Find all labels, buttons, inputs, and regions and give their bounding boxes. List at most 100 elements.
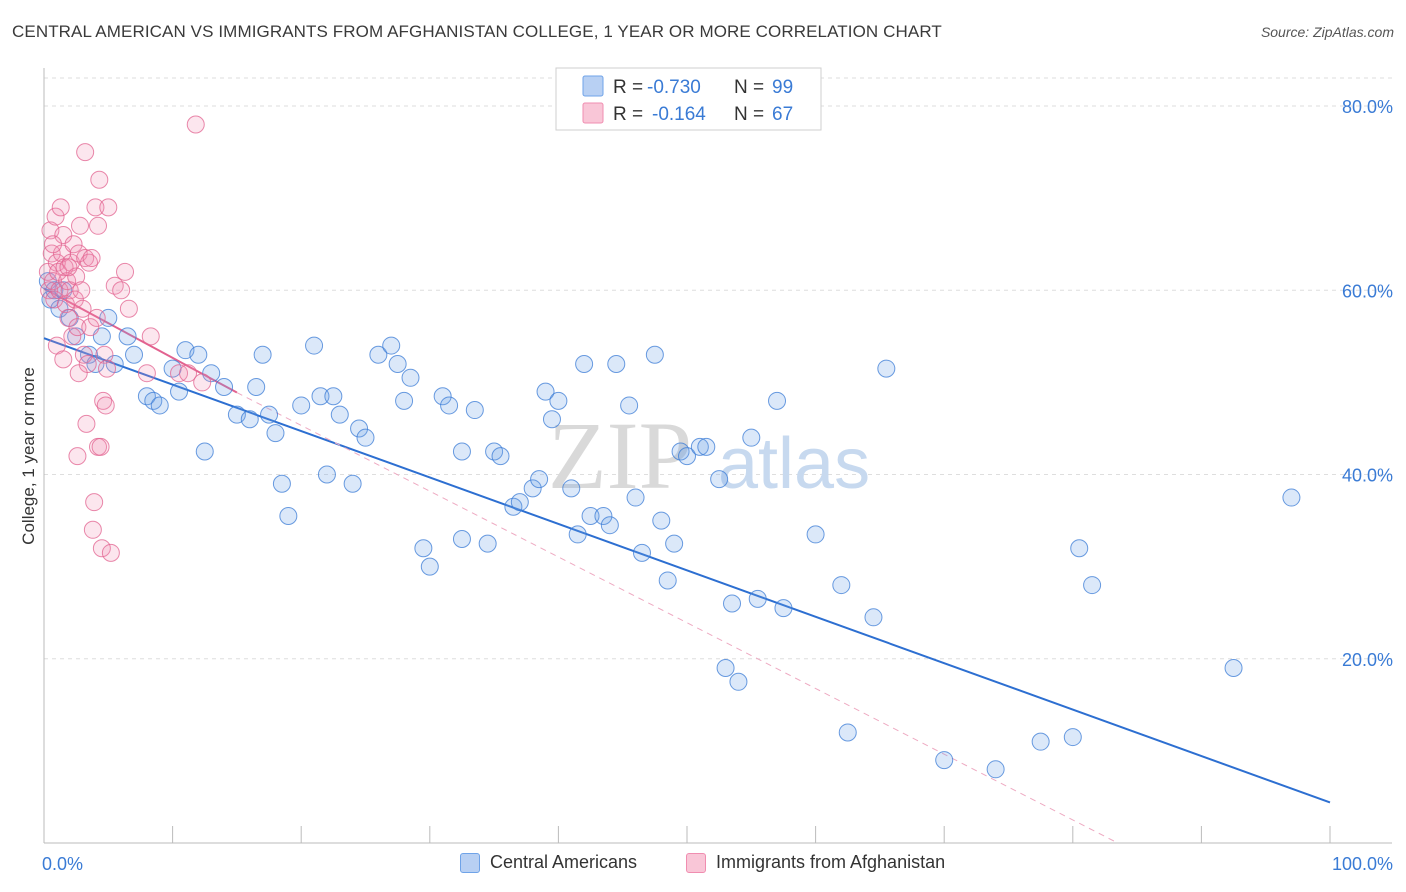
point-central-american (240, 410, 259, 429)
point-central-american (658, 571, 677, 590)
point-afghanistan (116, 262, 135, 281)
point-central-american (465, 401, 484, 420)
legend-n-label-1: N = (734, 77, 764, 98)
x-tick-label-min: 0.0% (42, 854, 83, 874)
chart-title: CENTRAL AMERICAN VS IMMIGRANTS FROM AFGH… (12, 22, 942, 41)
point-central-american (292, 396, 311, 415)
point-afghanistan (49, 262, 68, 281)
point-central-american (748, 589, 767, 608)
point-central-american (350, 419, 369, 438)
point-central-american (125, 345, 144, 364)
point-afghanistan (78, 354, 97, 373)
point-central-american (144, 391, 163, 410)
point-afghanistan (40, 281, 59, 300)
point-central-american (986, 760, 1005, 779)
point-central-american (1083, 576, 1102, 595)
point-central-american (774, 599, 793, 618)
point-central-american (575, 354, 594, 373)
legend-item-afghanistan[interactable]: Immigrants from Afghanistan (686, 852, 945, 873)
point-afghanistan (62, 253, 81, 272)
watermark-atlas: atlas (718, 424, 870, 504)
point-afghanistan (71, 216, 90, 235)
point-afghanistan (83, 520, 102, 539)
point-central-american (452, 442, 471, 461)
point-central-american (729, 672, 748, 691)
point-central-american (253, 345, 272, 364)
point-central-american (260, 405, 279, 424)
legend-swatch-blue (582, 75, 604, 97)
point-afghanistan (67, 267, 86, 286)
point-afghanistan (74, 345, 93, 364)
legend-n-value-1: 99 (772, 77, 793, 98)
y-axis-label: College, 1 year or more (19, 367, 38, 545)
point-central-american (67, 327, 86, 346)
point-afghanistan (90, 170, 109, 189)
watermark-zip: ZIP (548, 402, 692, 509)
point-afghanistan (112, 281, 131, 300)
point-central-american (1070, 539, 1089, 558)
point-central-american (356, 428, 375, 447)
point-afghanistan (95, 345, 114, 364)
point-afghanistan (82, 249, 101, 268)
point-central-american (317, 465, 336, 484)
point-central-american (768, 391, 787, 410)
point-afghanistan (86, 198, 105, 217)
point-afghanistan (51, 198, 70, 217)
point-afghanistan (91, 437, 110, 456)
point-central-american (877, 359, 896, 378)
legend-r-label-1: R = (613, 77, 643, 98)
point-afghanistan (73, 299, 92, 318)
legend-r-label-2: R = (613, 104, 643, 125)
point-central-american (452, 530, 471, 549)
point-central-american (620, 396, 639, 415)
legend-label-afghanistan: Immigrants from Afghanistan (716, 852, 946, 872)
point-afghanistan (80, 253, 99, 272)
point-central-american (491, 447, 510, 466)
point-central-american (118, 327, 137, 346)
point-central-american (324, 387, 343, 406)
point-central-american (414, 539, 433, 558)
point-afghanistan (46, 207, 65, 226)
point-central-american (215, 378, 234, 397)
point-afghanistan (119, 299, 138, 318)
point-central-american (305, 336, 324, 355)
point-central-american (388, 354, 407, 373)
point-central-american (420, 557, 439, 576)
point-central-american (607, 354, 626, 373)
point-afghanistan (64, 235, 83, 254)
point-afghanistan (89, 216, 108, 235)
point-afghanistan (92, 539, 111, 558)
point-afghanistan (56, 295, 75, 314)
point-afghanistan (63, 327, 82, 346)
point-central-american (530, 470, 549, 489)
watermark: ZIP atlas (548, 402, 870, 509)
point-afghanistan (76, 143, 95, 162)
point-afghanistan (77, 414, 96, 433)
legend-n-value-2: 67 (772, 104, 793, 125)
point-central-american (433, 387, 452, 406)
point-afghanistan (38, 262, 57, 281)
point-central-american (485, 442, 504, 461)
point-afghanistan (170, 364, 189, 383)
point-afghanistan (87, 308, 106, 327)
legend-item-central-americans[interactable]: Central Americans (460, 852, 637, 873)
gridlines (44, 77, 1392, 660)
point-central-american (716, 658, 735, 677)
point-central-american (832, 576, 851, 595)
point-central-american (562, 479, 581, 498)
y-tick-label: 40.0% (1342, 466, 1393, 486)
point-afghanistan (137, 364, 156, 383)
legend-n-label-2: N = (734, 104, 764, 125)
point-central-american (723, 594, 742, 613)
point-central-american (80, 345, 99, 364)
point-afghanistan (54, 226, 73, 245)
point-central-american (542, 410, 561, 429)
point-central-american (1063, 728, 1082, 747)
point-afghanistan (85, 493, 104, 512)
point-central-american (1031, 732, 1050, 751)
point-afghanistan (193, 373, 212, 392)
axes (43, 68, 1392, 844)
trend-line-afghanistan (43, 287, 238, 394)
point-afghanistan (69, 364, 88, 383)
